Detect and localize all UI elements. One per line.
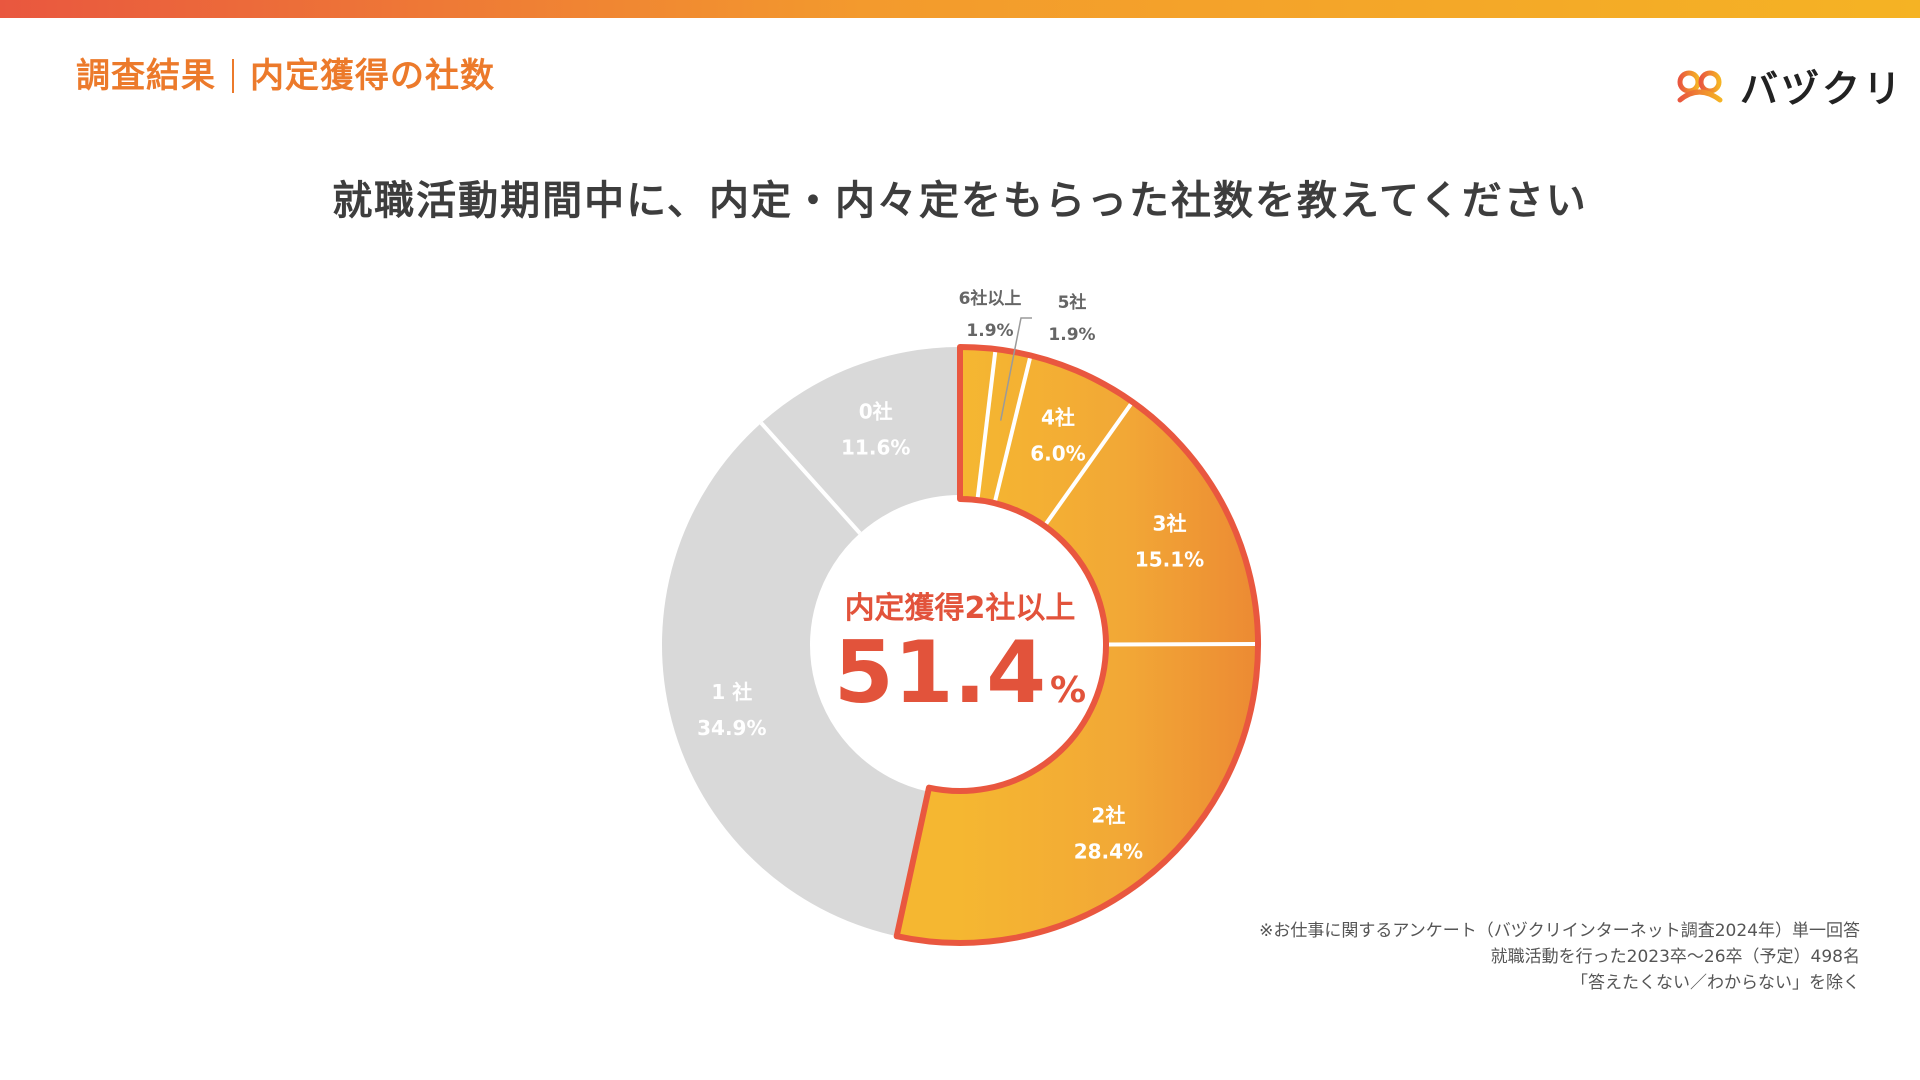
center-value-unit: % xyxy=(1050,670,1086,711)
center-value: 51.4% xyxy=(834,623,1086,723)
section-title-right: 内定獲得の社数 xyxy=(250,56,495,96)
top-accent-bar xyxy=(0,0,1920,18)
brand-knot-icon xyxy=(1677,70,1723,102)
slice-category-label: 3社 xyxy=(1153,511,1187,535)
slice-value-label: 34.9% xyxy=(697,716,766,740)
highlight-group-outline xyxy=(893,344,1261,946)
slice-value-label: 1.9% xyxy=(966,321,1013,341)
section-title-left: 調査結果 xyxy=(76,56,216,96)
donut-slice-5 xyxy=(896,644,1259,944)
slice-value-label: 15.1% xyxy=(1135,547,1204,571)
section-title-divider xyxy=(232,59,234,93)
slice-divider xyxy=(759,421,862,535)
slice-category-label: 2社 xyxy=(1091,804,1125,828)
donut-slice-7 xyxy=(761,347,960,534)
footnote-line-3: 「答えたくない／わからない」を除く xyxy=(1571,973,1860,993)
donut-slice-3 xyxy=(994,355,1133,526)
slice-category-label: 6社以上 xyxy=(959,288,1022,309)
center-label: 内定獲得2社以上 xyxy=(845,591,1076,626)
center-value-number: 51.4 xyxy=(834,623,1046,723)
footnote-line-2: 就職活動を行った2023卒～26卒（予定）498名 xyxy=(1490,947,1860,967)
slice-category-label: 1 社 xyxy=(711,680,752,704)
slice-divider xyxy=(1042,400,1135,528)
slice-divider xyxy=(975,348,998,501)
brand-logo-text: バヅクリ xyxy=(1740,67,1905,111)
donut-slice-6 xyxy=(662,422,929,937)
slice-value-label: 1.9% xyxy=(1048,325,1095,345)
donut-slice-2 xyxy=(977,349,1031,504)
section-title: 調査結果 内定獲得の社数 xyxy=(76,48,495,97)
brand-logo: バヅクリ xyxy=(1672,58,1904,113)
slice-value-label: 11.6% xyxy=(841,436,910,460)
leader-line xyxy=(999,317,1032,421)
donut-slice-1 xyxy=(960,347,996,501)
survey-question: 就職活動期間中に、内定・内々定をもらった社数を教えてください xyxy=(332,178,1588,224)
slice-category-label: 4社 xyxy=(1041,405,1075,429)
slice-value-label: 28.4% xyxy=(1074,840,1143,864)
slice-category-label: 5社 xyxy=(1058,292,1087,313)
footnote: ※お仕事に関するアンケート（バヅクリインターネット調査2024年）単一回答 就職… xyxy=(1259,918,1860,996)
footnote-line-1: ※お仕事に関するアンケート（バヅクリインターネット調査2024年）単一回答 xyxy=(1259,921,1860,941)
slice-value-label: 6.0% xyxy=(1030,441,1085,465)
donut-slice-4 xyxy=(1044,401,1258,645)
slice-category-label: 0社 xyxy=(859,400,893,424)
slice-divider xyxy=(992,355,1033,504)
